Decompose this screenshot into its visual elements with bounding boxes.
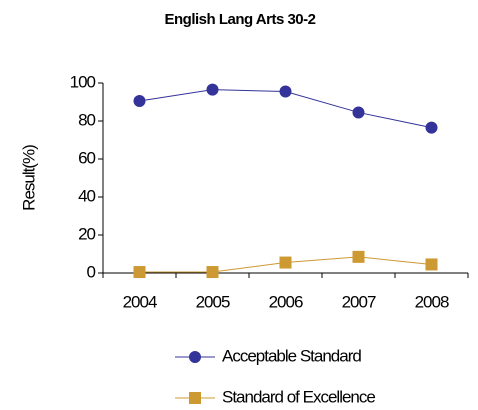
marker (425, 258, 438, 271)
y-tick-label: 60 (78, 148, 95, 167)
x-tick-label: 2008 (415, 292, 449, 311)
marker (133, 266, 146, 279)
y-tick-label: 20 (78, 224, 95, 243)
x-tick-label: 2006 (269, 292, 303, 311)
marker (352, 250, 365, 263)
y-tick-label: 100 (70, 72, 96, 91)
x-tick-label: 2005 (196, 292, 230, 311)
legend-label: Standard of Excellence (222, 387, 375, 406)
x-tick-label: 2004 (123, 292, 157, 311)
y-axis-label: Result(%) (19, 145, 38, 211)
y-tick-label: 40 (78, 186, 95, 205)
y-tick-label: 80 (78, 110, 95, 129)
marker (425, 121, 438, 134)
marker (189, 392, 201, 404)
marker (206, 266, 219, 279)
marker (189, 351, 201, 363)
y-tick-label: 0 (87, 262, 96, 281)
chart-title: English Lang Arts 30-2 (165, 11, 316, 28)
marker (352, 106, 365, 119)
x-tick-label: 2007 (342, 292, 376, 311)
marker (279, 85, 292, 98)
marker (279, 256, 292, 269)
marker (206, 83, 219, 96)
legend-label: Acceptable Standard (222, 346, 361, 365)
marker (133, 95, 146, 108)
